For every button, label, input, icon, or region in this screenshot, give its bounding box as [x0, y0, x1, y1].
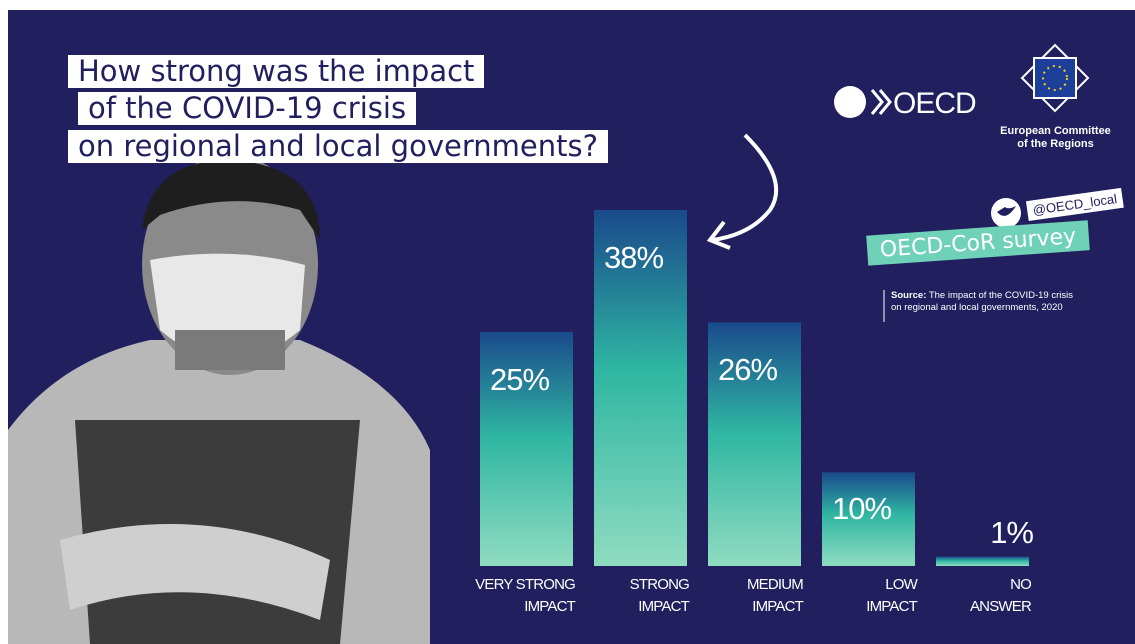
title-line: How strong was the impact	[68, 55, 485, 88]
title-line: on regional and local governments?	[68, 130, 608, 163]
oecd-chevrons	[870, 89, 892, 115]
arrow-head	[706, 220, 731, 250]
source: Source: The impact of the COVID-19 crisi…	[891, 290, 1131, 314]
value-label: 10%	[832, 491, 892, 527]
bar	[936, 556, 1029, 566]
category-label: STRONG IMPACT	[629, 576, 690, 615]
category-label: VERY STRONG IMPACT	[475, 576, 576, 615]
photo	[8, 155, 430, 644]
title-line: of the COVID-19 crisis	[78, 92, 417, 125]
bar	[480, 331, 573, 566]
category-label: NO ANSWER	[969, 576, 1032, 615]
cor-flag	[1033, 57, 1077, 99]
bar	[594, 210, 687, 566]
oecd-text: OECD	[893, 87, 976, 120]
source-label: Source:	[891, 290, 927, 301]
cor-text: European Committee of the Regions	[1000, 125, 1111, 150]
oecd-globe	[834, 86, 866, 118]
category-label: MEDIUM IMPACT	[746, 576, 804, 615]
cor-stars	[1042, 65, 1068, 91]
twitter-bird	[997, 206, 1016, 216]
handle-box	[1025, 187, 1124, 222]
bar	[822, 472, 915, 566]
value-label: 38%	[604, 240, 664, 275]
source-text: The impact of the COVID-19 crisis on reg…	[891, 290, 1073, 313]
category-label: LOW IMPACT	[866, 576, 918, 615]
value-label: 25%	[490, 361, 550, 397]
value-label: 26%	[718, 352, 778, 388]
survey-box	[866, 220, 1090, 266]
value-label: 1%	[990, 514, 1034, 550]
bar	[708, 322, 801, 566]
arrow	[711, 133, 779, 242]
